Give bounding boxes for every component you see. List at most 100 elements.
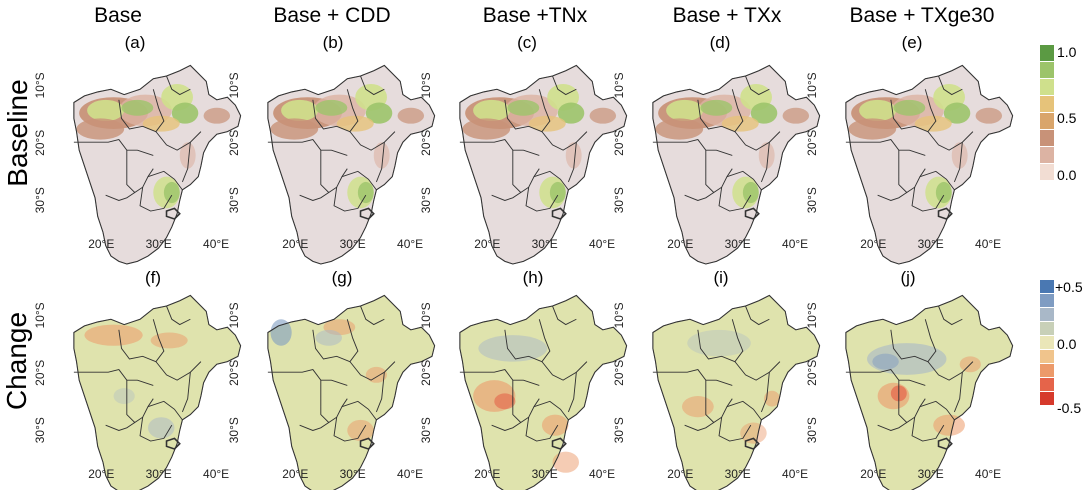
column-title-base-cdd: Base + CDD: [273, 4, 391, 27]
country-border: [552, 75, 577, 96]
lat-tick-label: 20°S: [419, 130, 433, 156]
value-patch: [163, 181, 180, 204]
value-patch: [914, 115, 952, 132]
lon-tick-label: 20°E: [667, 467, 693, 481]
country-border: [927, 131, 974, 151]
value-patch: [87, 99, 125, 122]
column-title-base-txx: Base + TXx: [672, 4, 782, 27]
legend-change-swatch: [1040, 364, 1054, 377]
lesotho-border: [359, 207, 375, 220]
lon-tick-label: 30°E: [532, 237, 558, 251]
value-patch: [935, 181, 952, 204]
baseline-map-2: 10°S 20°S 30°S 20°E 30°E 40°E: [227, 64, 436, 265]
lon-tick-label: 30°E: [340, 237, 366, 251]
lon-tick-label: 30°E: [918, 237, 944, 251]
value-patch: [171, 102, 199, 124]
legend-baseline-swatch: [1040, 45, 1054, 61]
lat-tick-label: 20°S: [33, 130, 47, 156]
country-border: [320, 150, 348, 194]
country-border: [718, 417, 752, 442]
lat-tick-label: 10°S: [419, 72, 433, 98]
value-patch: [764, 390, 780, 407]
value-patch: [589, 107, 617, 124]
value-patch: [507, 99, 540, 116]
lat-tick-label: 30°S: [33, 417, 47, 443]
lat-tick-label: 10°S: [805, 302, 819, 328]
value-patch: [203, 107, 231, 124]
lat-tick-label: 30°S: [612, 417, 626, 443]
value-patch: [687, 329, 751, 357]
baseline-map-4: 10°S 20°S 30°S 20°E 30°E 40°E: [612, 64, 821, 265]
legend-baseline-swatch: [1040, 113, 1054, 129]
lon-tick-label: 20°E: [282, 237, 308, 251]
coastline: [73, 64, 242, 265]
value-patch: [848, 118, 897, 140]
change-map-2: 10°S 20°S 30°S 20°E 30°E 40°E: [227, 294, 436, 490]
country-border: [919, 400, 955, 421]
lon-tick-label: 20°E: [860, 467, 886, 481]
country-border: [181, 372, 191, 413]
value-patch: [893, 99, 926, 116]
panel-label-b: (b): [322, 33, 344, 52]
land-area: [267, 64, 436, 265]
lat-tick-label: 20°S: [805, 360, 819, 386]
country-border: [745, 75, 770, 96]
legend-baseline-swatch: [1040, 130, 1054, 146]
country-border: [525, 417, 559, 442]
lat-tick-label: 20°S: [33, 360, 47, 386]
country-border: [504, 89, 551, 133]
value-patch: [357, 181, 374, 204]
value-patch: [557, 102, 585, 124]
lon-tick-label: 20°E: [860, 237, 886, 251]
country-border: [919, 170, 955, 191]
lat-tick-label: 10°S: [227, 302, 241, 328]
lat-tick-label: 20°S: [612, 360, 626, 386]
lat-tick-label: 20°S: [612, 130, 626, 156]
value-patch: [365, 366, 387, 383]
lon-tick-label: 20°E: [474, 467, 500, 481]
country-border: [341, 170, 377, 191]
value-patch: [84, 324, 143, 346]
country-border: [349, 361, 396, 381]
lon-tick-label: 30°E: [725, 467, 751, 481]
value-patch: [541, 414, 569, 436]
country-border: [541, 131, 588, 151]
country-border: [760, 142, 770, 183]
country-border: [118, 89, 165, 133]
country-border: [927, 361, 974, 381]
change-map-1: 10°S 20°S 30°S 20°E 30°E 40°E: [33, 294, 242, 490]
value-patch: [565, 142, 582, 169]
value-patch: [373, 142, 390, 169]
coastline: [73, 294, 242, 490]
value-patch: [281, 99, 319, 122]
lon-tick-label: 20°E: [282, 467, 308, 481]
country-border: [684, 192, 715, 201]
value-patch: [473, 99, 511, 122]
country-border: [697, 89, 744, 133]
column-title-base-tnx: Base +TNx: [482, 4, 588, 27]
lon-tick-label: 30°E: [340, 467, 366, 481]
panel-label-a: (a): [124, 33, 146, 52]
lat-tick-label: 30°S: [419, 187, 433, 213]
lon-tick-label: 40°E: [975, 237, 1001, 251]
lon-tick-label: 30°E: [725, 237, 751, 251]
country-border: [898, 150, 926, 194]
country-border: [533, 400, 569, 421]
value-patch: [347, 419, 374, 442]
country-border: [105, 422, 136, 431]
value-patch: [740, 422, 767, 444]
value-patch: [76, 118, 125, 140]
lesotho-border: [165, 207, 181, 220]
lon-tick-label: 40°E: [203, 467, 229, 481]
country-border: [552, 305, 577, 326]
land-area: [652, 294, 821, 490]
panel-label-h: (h): [522, 268, 544, 287]
lat-tick-label: 20°S: [419, 360, 433, 386]
coastline: [459, 64, 628, 265]
lon-tick-label: 30°E: [146, 467, 172, 481]
value-patch: [700, 99, 733, 116]
lat-tick-label: 10°S: [612, 72, 626, 98]
legend-change-swatch: [1040, 308, 1054, 321]
lon-tick-label: 30°E: [146, 237, 172, 251]
value-patch: [315, 329, 342, 346]
